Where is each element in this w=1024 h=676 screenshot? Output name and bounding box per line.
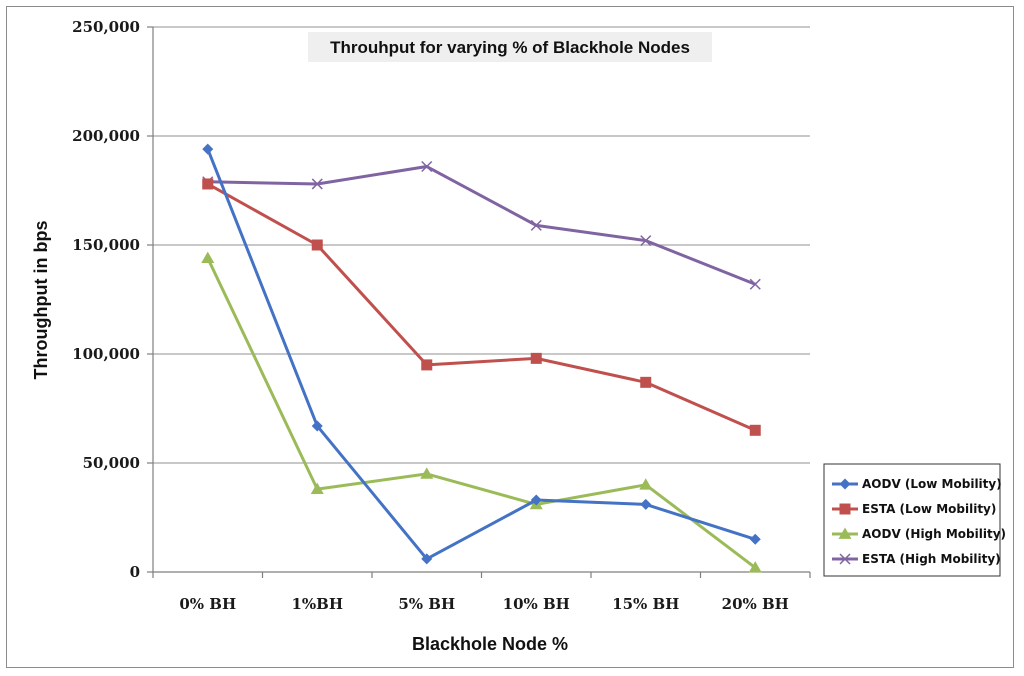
x-marker-stroke: [311, 178, 323, 190]
x-axis-ticks: 0% BH 1%BH 5% BH 10% BH 15% BH 20% BH: [152, 572, 811, 613]
y-tick-label: 200,000: [72, 127, 140, 145]
data-point: [310, 482, 324, 495]
legend-marker: [839, 503, 851, 515]
y-tick-label: 100,000: [72, 345, 140, 363]
series-line: [206, 148, 756, 561]
x-tick-label: 5% BH: [398, 595, 455, 613]
legend-label: ESTA (Low Mobility): [862, 502, 996, 516]
x-axis-title: Blackhole Node %: [412, 634, 568, 654]
x-tick-label: 1%BH: [291, 595, 343, 613]
legend-marker: [839, 553, 851, 565]
y-tick-label: 250,000: [72, 18, 140, 36]
x-tick-label: 15% BH: [612, 595, 679, 613]
x-marker-stroke: [640, 235, 652, 247]
legend-label: ESTA (High Mobility): [862, 552, 1001, 566]
data-point: [640, 376, 652, 388]
data-point: [202, 178, 214, 190]
x-marker-stroke: [421, 160, 433, 173]
data-point: [311, 178, 323, 190]
series-aodv-high-mobility: [201, 251, 762, 573]
data-point: [311, 420, 323, 432]
y-tick-label: 50,000: [83, 454, 140, 472]
data-point: [420, 467, 434, 479]
legend-entry: AODV (Low Mobility): [832, 477, 1002, 491]
x-marker-stroke: [749, 278, 761, 290]
series-aodv-low-mobility: [202, 143, 761, 565]
series-esta-low-mobility: [202, 178, 761, 436]
data-point: [311, 239, 323, 251]
data-point: [749, 533, 761, 545]
data-point: [421, 359, 433, 371]
y-axis-title: Throughput in bps: [31, 221, 51, 380]
data-point: [421, 553, 433, 565]
chart-title-background: [308, 32, 712, 62]
data-point: [749, 424, 761, 436]
series-line: [207, 182, 756, 432]
data-point: [640, 235, 652, 247]
x-tick-label: 0% BH: [179, 595, 236, 613]
legend-label: AODV (Low Mobility): [862, 477, 1002, 491]
chart-title: Throuhput for varying % of Blackhole Nod…: [330, 38, 690, 57]
legend: AODV (Low Mobility) ESTA (Low Mobility) AO…: [823, 463, 1006, 577]
series-line: [206, 257, 757, 569]
data-point: [530, 494, 542, 506]
data-point: [202, 143, 214, 155]
legend-entry: ESTA (Low Mobility): [832, 502, 996, 516]
y-tick-label: 150,000: [72, 236, 140, 254]
data-point: [201, 251, 215, 263]
data-point: [530, 219, 542, 231]
data-point: [640, 498, 652, 510]
legend-marker: [839, 478, 851, 490]
x-tick-label: 20% BH: [722, 595, 789, 613]
series-line: [207, 165, 756, 286]
y-tick-label: 0: [130, 563, 140, 581]
data-point: [421, 160, 433, 173]
x-marker-stroke: [530, 219, 542, 231]
y-axis-ticks: 0 50,000 100,000 150,000 200,000 250,000: [72, 18, 153, 581]
legend-entry: ESTA (High Mobility): [832, 552, 1001, 566]
x-tick-label: 10% BH: [503, 595, 570, 613]
data-point: [749, 278, 761, 290]
legend-marker: [838, 527, 852, 539]
x-marker-stroke: [839, 553, 851, 565]
gridlines: [153, 26, 810, 464]
legend-entry: AODV (High Mobility): [832, 527, 1006, 541]
series: [201, 143, 762, 573]
data-point: [530, 352, 542, 364]
legend-label: AODV (High Mobility): [862, 527, 1006, 541]
data-point: [748, 561, 762, 573]
series-esta-high-mobility: [202, 160, 761, 290]
data-point: [639, 478, 653, 490]
